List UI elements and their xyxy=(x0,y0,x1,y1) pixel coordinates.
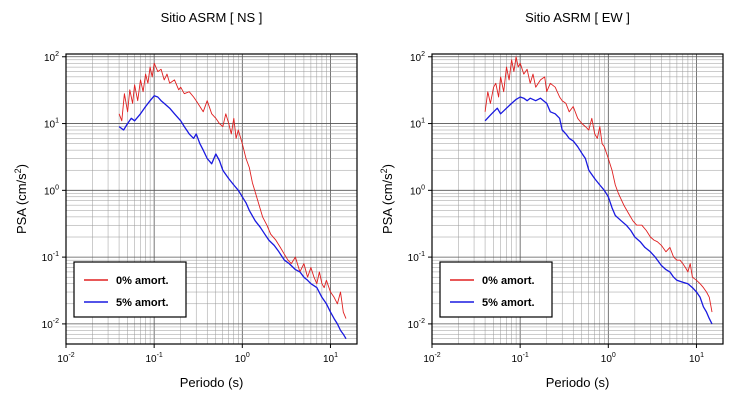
x-tick-label: 100 xyxy=(601,352,616,365)
y-tick-label: 10-1 xyxy=(408,251,425,264)
x-tick-label: 101 xyxy=(689,352,704,365)
y-tick-label: 101 xyxy=(410,118,425,131)
x-tick-label: 10-2 xyxy=(423,352,440,365)
series-line-zero-damping xyxy=(484,56,713,313)
y-tick-label: 10-2 xyxy=(42,318,59,331)
series-line-five-pct-damping xyxy=(118,95,347,340)
x-axis-label: Periodo (s) xyxy=(546,375,610,390)
legend-box xyxy=(73,261,187,318)
chart-title: Sitio ASRM [ EW ] xyxy=(525,10,630,25)
x-axis-label: Periodo (s) xyxy=(180,375,244,390)
chart-panel-1: 10-2 10-1 100 101 10-2 10-1 100 101 102 Sitio ASR… xyxy=(13,10,358,390)
series-line-zero-damping xyxy=(118,62,347,319)
chart-title: Sitio ASRM [ NS ] xyxy=(161,10,263,25)
y-tick-label: 101 xyxy=(44,118,59,131)
x-tick-label: 10-1 xyxy=(145,352,162,365)
x-tick-label: 100 xyxy=(235,352,250,365)
y-tick-label: 102 xyxy=(44,51,59,64)
y-axis-label: PSA (cm/s2) xyxy=(379,164,395,234)
plot-frame xyxy=(431,53,724,345)
y-tick-label: 100 xyxy=(44,184,59,197)
chart-panel-2: 10-2 10-1 100 101 10-2 10-1 100 101 102 Sitio ASR… xyxy=(379,10,724,390)
legend-box xyxy=(439,261,553,318)
x-tick-label: 10-1 xyxy=(511,352,528,365)
series-line-five-pct-damping xyxy=(484,96,713,325)
x-tick-label: 101 xyxy=(323,352,338,365)
y-tick-label: 10-2 xyxy=(408,318,425,331)
y-tick-label: 10-1 xyxy=(42,251,59,264)
legend-label: 0% amort. xyxy=(116,275,169,287)
legend-label: 5% amort. xyxy=(116,297,169,309)
x-tick-label: 10-2 xyxy=(57,352,74,365)
legend-label: 5% amort. xyxy=(482,297,535,309)
y-tick-label: 102 xyxy=(410,51,425,64)
plot-frame xyxy=(65,53,358,345)
legend: 0% amort. 5% amort. xyxy=(439,261,553,318)
y-axis-label: PSA (cm/s2) xyxy=(13,164,29,234)
legend: 0% amort. 5% amort. xyxy=(73,261,187,318)
legend-label: 0% amort. xyxy=(482,275,535,287)
y-tick-label: 100 xyxy=(410,184,425,197)
grid xyxy=(431,54,724,345)
